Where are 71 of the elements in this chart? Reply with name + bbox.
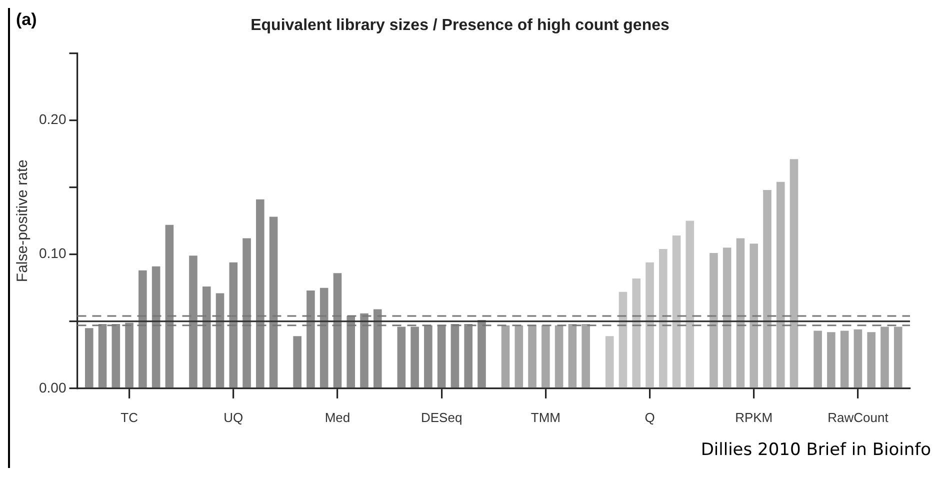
- bar: [659, 248, 668, 388]
- bar: [306, 290, 315, 388]
- bar: [632, 278, 641, 388]
- bar: [646, 262, 654, 388]
- x-tick-label: TMM: [530, 410, 560, 425]
- bar: [410, 326, 419, 388]
- x-tick-label: Med: [324, 410, 350, 425]
- bar: [528, 325, 536, 388]
- y-tick-label: 0.10: [39, 245, 66, 262]
- bar: [568, 324, 577, 388]
- bar: [202, 286, 211, 388]
- bar: [867, 332, 876, 388]
- x-tick-label: RawCount: [828, 410, 889, 425]
- bar: [189, 256, 198, 388]
- bar: [397, 326, 406, 388]
- bar: [464, 324, 472, 388]
- bar: [84, 328, 94, 388]
- y-tick-label: 0.00: [39, 379, 66, 396]
- text: (a): [16, 10, 37, 30]
- bar: [165, 224, 174, 388]
- bar: [360, 313, 368, 388]
- bar: [138, 270, 147, 388]
- text: Dillies 2010 Brief in Bioinfo: [700, 440, 931, 460]
- bar: [242, 238, 251, 388]
- bar: [320, 288, 328, 388]
- bar: [333, 273, 342, 388]
- bar: [450, 324, 460, 388]
- bar: [501, 325, 510, 388]
- bar: [854, 329, 862, 388]
- bar: [554, 325, 564, 388]
- bar: [750, 244, 758, 388]
- bar: [256, 199, 264, 388]
- bar: [814, 330, 822, 388]
- bar: [736, 238, 745, 388]
- bar: [98, 324, 107, 388]
- y-axis-title: False-positive rate: [14, 160, 32, 282]
- bar: [605, 336, 614, 388]
- y-tick-label: 0.20: [39, 111, 66, 128]
- bar: [216, 293, 224, 388]
- bar: [686, 220, 694, 388]
- bar: [840, 330, 849, 388]
- bar: [373, 309, 382, 388]
- bar: [229, 262, 238, 388]
- bar: [437, 325, 446, 388]
- x-tick-label: DESeq: [420, 410, 462, 425]
- bar: [514, 325, 524, 388]
- x-tick-label: UQ: [224, 410, 244, 425]
- bar: [894, 326, 902, 388]
- bar: [269, 216, 278, 388]
- bar: [672, 236, 681, 388]
- bar: [722, 248, 732, 388]
- bar: [125, 322, 134, 388]
- bar: [478, 320, 486, 388]
- x-tick-label: RPKM: [735, 410, 773, 425]
- bar: [293, 336, 302, 388]
- bar: [582, 324, 590, 388]
- bar: [112, 324, 120, 388]
- bar: [152, 266, 160, 388]
- bar: [790, 159, 798, 388]
- bar: [776, 182, 785, 388]
- bar: [542, 325, 550, 388]
- bar: [424, 325, 432, 388]
- bar: [710, 252, 718, 388]
- chart-title: Equivalent library sizes / Presence of high count genes: [250, 17, 670, 34]
- bar: [346, 316, 356, 388]
- bar: [618, 292, 628, 388]
- x-tick-label: TC: [120, 410, 138, 425]
- x-tick-label: Q: [644, 410, 655, 425]
- bar: [827, 332, 836, 388]
- bar: [880, 326, 889, 388]
- bar: [763, 190, 772, 388]
